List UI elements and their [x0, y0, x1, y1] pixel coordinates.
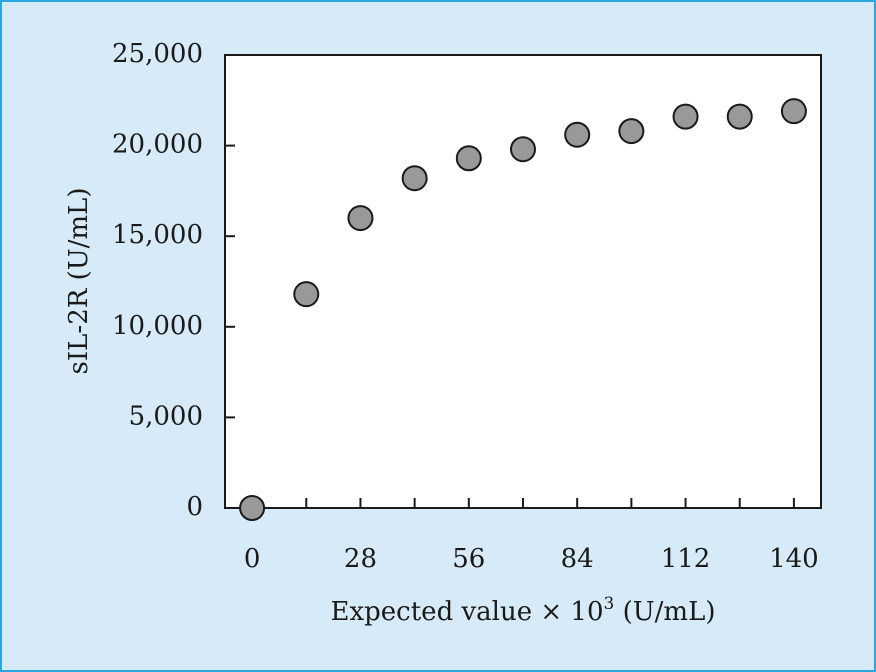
data-point	[239, 495, 266, 521]
data-point	[401, 165, 428, 192]
data-point	[672, 103, 699, 130]
x-tick-label: 84	[561, 544, 594, 574]
plot-area	[224, 54, 822, 509]
x-tick-label: 0	[244, 544, 261, 574]
y-axis: 0 5,000 10,000 15,000 20,000 25,000	[112, 39, 235, 522]
x-axis-title-units: (U/mL)	[614, 597, 715, 627]
data-point	[347, 205, 374, 232]
data-point	[293, 281, 320, 308]
data-point	[726, 103, 753, 130]
y-tick-label: 20,000	[112, 130, 203, 160]
y-tick-label: 25,000	[112, 39, 203, 69]
x-tick-label: 28	[344, 544, 377, 574]
x-tick-label: 112	[661, 544, 711, 574]
data-point	[455, 145, 482, 172]
y-axis-title: sIL-2R (U/mL)	[64, 188, 94, 375]
x-tick-label: 140	[769, 544, 819, 574]
data-points	[239, 98, 807, 521]
y-tick-label: 0	[186, 492, 203, 522]
y-tick-label: 15,000	[112, 220, 203, 250]
y-tick-label: 5,000	[129, 401, 203, 431]
data-point	[618, 118, 645, 145]
data-point	[510, 136, 536, 163]
x-axis-title-exponent: 3	[604, 594, 615, 614]
data-point	[780, 98, 807, 125]
x-tick-label: 56	[452, 544, 485, 574]
x-axis-title-main: Expected value × 10	[331, 597, 604, 627]
x-axis: 0 28 56 84 112 140	[244, 498, 819, 574]
x-axis-title: Expected value × 103 (U/mL)	[331, 594, 716, 627]
y-tick-label: 10,000	[112, 311, 203, 341]
data-point	[564, 121, 591, 148]
